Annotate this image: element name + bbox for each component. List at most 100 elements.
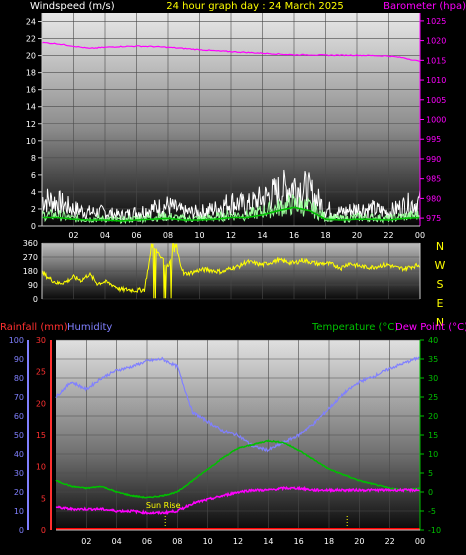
wind-gust-series [41,169,421,223]
graph-title: 24 hour graph day : 24 March 2025 [166,1,344,12]
temperature-series [55,439,421,499]
wind-tick-label: 2 [31,205,36,214]
barometer-tick-label: 1000 [426,116,446,125]
wind-x-tick-label: 02 [68,231,78,240]
humidity-tick-label: 0 [19,526,24,535]
wind-trend-series [42,206,421,222]
wind-panel-series [41,41,421,225]
wind-tick-label: 20 [26,52,36,61]
barometer-tick-label: 995 [426,135,441,144]
temp-x-tick-label: 06 [142,537,152,546]
temp-x-tick-label: 00 [415,537,425,546]
temp-x-tick-label: 22 [385,537,395,546]
compass-label: N [436,240,444,253]
temperature-tick-label: 30 [428,374,438,383]
barometer-tick-label: 975 [426,214,441,223]
humidity-tick-label: 90 [14,355,24,364]
barometer-tick-label: 985 [426,175,441,184]
temp-x-tick-label: 04 [112,537,122,546]
wind-tick-label: 6 [31,171,36,180]
barometer-tick-label: 980 [426,194,441,203]
wind-tick-label: 16 [26,86,36,95]
temperature-tick-label: 35 [428,355,438,364]
temperature-tick-label: 10 [428,450,438,459]
temp-x-tick-label: 08 [172,537,182,546]
barometer-tick-label: 1015 [426,56,446,65]
temperature-tick-label: 5 [428,469,433,478]
temp-x-tick-label: 10 [203,537,213,546]
humidity-series [55,356,421,453]
wind-x-tick-label: 22 [383,231,393,240]
wind-x-tick-label: 18 [320,231,330,240]
direction-tick-label: 270 [23,253,38,262]
temperature-tick-label: -5 [428,507,436,516]
direction-tick-label: 180 [23,267,38,276]
direction-tick-label: 0 [33,295,38,304]
wind-x-tick-label: 16 [289,231,299,240]
barometer-tick-label: 1010 [426,76,446,85]
wind-direction-series [41,243,421,299]
direction-tick-label: 90 [28,281,38,290]
rainfall-tick-label: 30 [36,336,46,345]
wind-x-tick-label: 04 [100,231,110,240]
wind-tick-label: 24 [26,18,36,27]
temp-panel-series [55,356,421,530]
compass-label: W [435,259,446,272]
humidity-tick-label: 80 [14,374,24,383]
wind-x-tick-label: 06 [131,231,141,240]
humidity-tick-label: 70 [14,393,24,402]
temp-x-tick-label: 18 [324,537,334,546]
humidity-tick-label: 30 [14,469,24,478]
wind-tick-label: 12 [26,120,36,129]
rainfall-axis-title: Rainfall (mm) [0,322,68,333]
humidity-tick-label: 10 [14,507,24,516]
compass-label: S [437,278,444,291]
wind-average-series [41,193,421,225]
rainfall-tick-label: 5 [41,494,46,503]
barometer-tick-label: 1025 [426,17,446,26]
temperature-tick-label: 15 [428,431,438,440]
dewpoint-series [55,485,421,516]
barometer-tick-label: 1005 [426,96,446,105]
temperature-humidity-panel: -10 -5 0 5 10 15 20 25 30 35 40 02 04 06 08 10 12 14 16 18 2… [9,336,441,546]
wind-x-tick-label: 00 [415,231,425,240]
barometer-series [41,41,421,63]
humidity-axis-title: Humidity [67,322,112,333]
wind-tick-label: 10 [26,137,36,146]
temp-x-tick-label: 02 [81,537,91,546]
wind-tick-label: 22 [26,35,36,44]
barometer-axis-title: Barometer (hpa) [383,1,466,12]
compass-label: E [437,297,444,310]
wind-x-tick-label: 20 [352,231,362,240]
windspeed-axis-title: Windspeed (m/s) [30,1,115,12]
wind-tick-label: 8 [31,154,36,163]
temperature-tick-label: -10 [428,526,441,535]
humidity-tick-label: 40 [14,450,24,459]
wind-panel-grid [42,13,421,227]
wind-tick-label: 14 [26,103,36,112]
wind-x-tick-label: 14 [257,231,267,240]
barometer-tick-label: 990 [426,155,441,164]
temp-x-tick-label: 16 [294,537,304,546]
wind-x-tick-label: 08 [163,231,173,240]
temp-x-tick-label: 12 [233,537,243,546]
wind-tick-label: 0 [31,222,36,231]
direction-tick-label: 360 [23,239,38,248]
barometer-tick-label: 1020 [426,37,446,46]
rainfall-tick-label: 25 [36,368,46,377]
rainfall-tick-label: 15 [36,431,46,440]
rainfall-tick-label: 10 [36,463,46,472]
temperature-axis-title: Temperature (°C) [311,322,398,333]
temp-panel-axes: -10 -5 0 5 10 15 20 25 30 35 40 02 04 06 08 10 12 14 16 18 2… [9,336,441,546]
rainfall-tick-label: 0 [41,526,46,535]
wind-tick-label: 18 [26,69,36,78]
humidity-tick-label: 20 [14,488,24,497]
temperature-tick-label: 20 [428,412,438,421]
temp-x-tick-label: 14 [263,537,273,546]
dewpoint-axis-title: Dew Point (°C) [395,322,466,333]
